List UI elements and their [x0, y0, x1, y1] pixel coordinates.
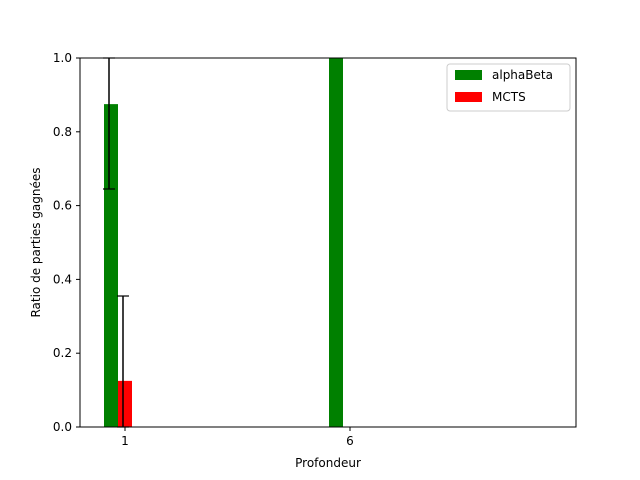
y-tick-label: 0.8	[53, 125, 72, 139]
legend: alphaBeta MCTS	[446, 63, 571, 112]
legend-swatch-mcts	[455, 92, 482, 102]
y-axis-ticks: 0.0 0.2 0.4 0.6 0.8 1.0	[53, 51, 80, 434]
x-tick-label: 1	[121, 434, 129, 448]
legend-swatch-alphabeta	[455, 70, 482, 80]
y-tick-label: 0.2	[53, 346, 72, 360]
legend-label-alphabeta: alphaBeta	[492, 68, 553, 82]
x-tick-label: 6	[346, 434, 354, 448]
axes-frame	[79, 57, 577, 428]
y-tick-label: 0.4	[53, 272, 72, 286]
x-axis-label: Profondeur	[295, 456, 361, 470]
bar-series0-group0	[104, 104, 118, 427]
bars-layer	[104, 58, 343, 427]
legend-label-mcts: MCTS	[492, 90, 526, 104]
bar-series1-group0	[118, 380, 132, 427]
y-tick-label: 0.6	[53, 199, 72, 213]
y-tick-label: 0.0	[53, 420, 72, 434]
y-tick-label: 1.0	[53, 51, 72, 65]
y-axis-label: Ratio de parties gagnées	[29, 167, 43, 317]
bar-series0-group1	[329, 58, 343, 427]
